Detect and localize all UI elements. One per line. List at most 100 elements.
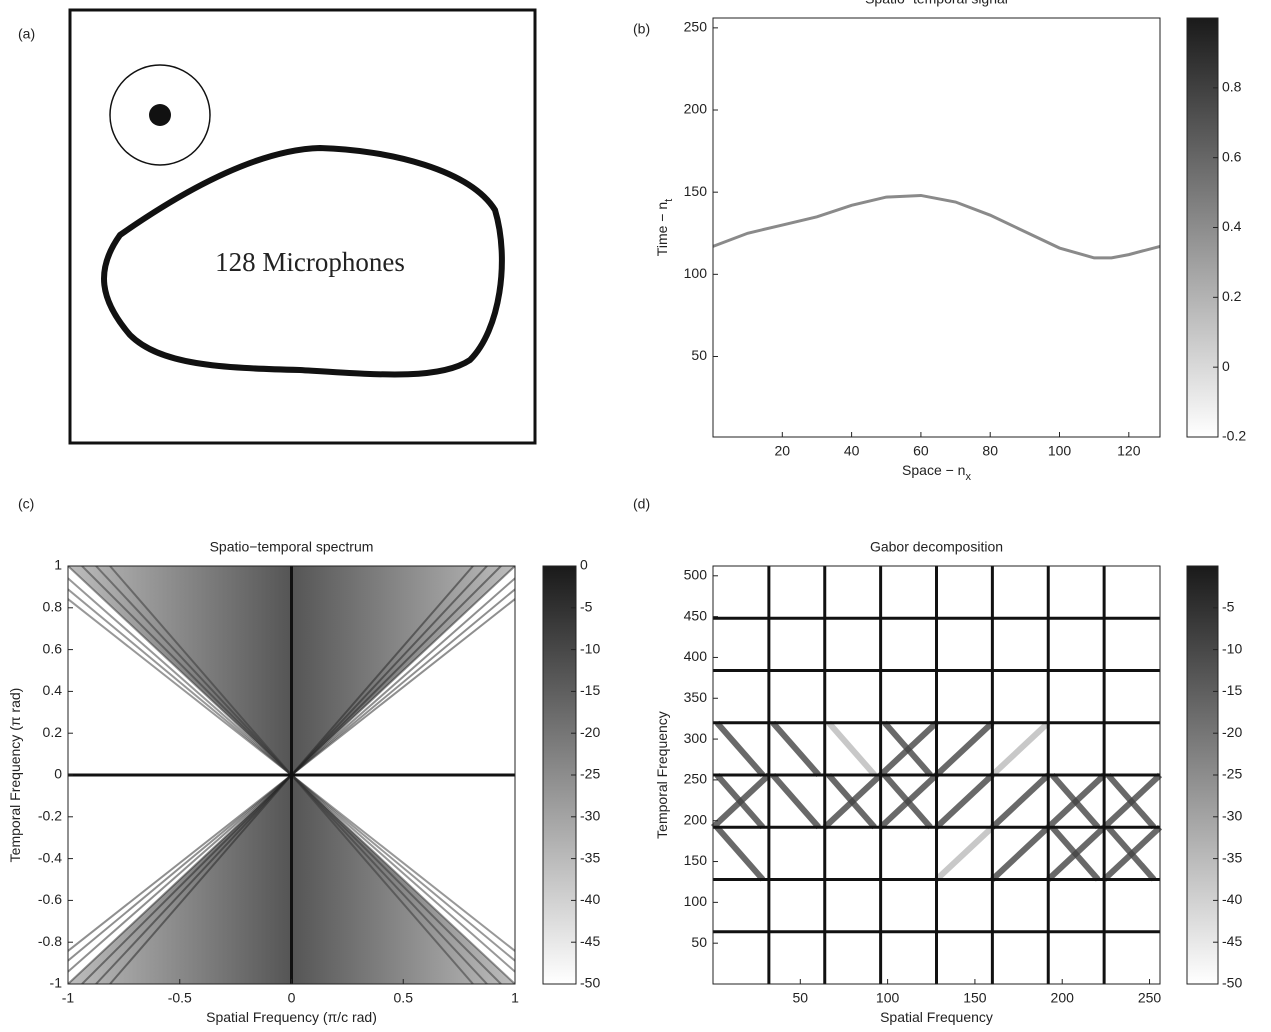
gabor-atom (770, 720, 822, 777)
spectrum-ridge (81, 566, 293, 776)
x-tick-label: 50 (793, 990, 809, 1006)
spectrum-ridge (290, 774, 515, 974)
y-tick-label: 1 (54, 557, 62, 573)
y-tick-label: 350 (684, 689, 708, 705)
y-tick-label: 100 (684, 265, 708, 281)
y-tick-label: 0.2 (43, 724, 63, 740)
y-tick-label: 0.4 (43, 682, 63, 698)
x-axis-label: Spatial Frequency (π/c rad) (206, 1009, 377, 1025)
gabor-atom (882, 720, 933, 777)
spectrum-ridge (290, 587, 515, 776)
colorbar (1186, 17, 1219, 438)
y-tick-label: -0.6 (38, 891, 62, 907)
gabor-atom (934, 720, 995, 778)
y-axis-label-main: Time − n (654, 202, 670, 256)
panel-label: (a) (18, 26, 35, 42)
spectrum-ridge (68, 566, 293, 776)
colorbar-tick-label: -0.2 (1222, 428, 1246, 444)
x-tick-label: 150 (963, 990, 987, 1006)
y-tick-label: 400 (684, 648, 708, 664)
gabor-atom (990, 720, 1051, 778)
chart-title: Gabor decomposition (870, 539, 1003, 555)
colorbar-tick-label: -20 (580, 724, 600, 740)
spectrum-ridge (290, 774, 515, 963)
colorbar-tick-label: 0.4 (1222, 218, 1242, 234)
x-axis-label-sub: x (965, 471, 971, 483)
colorbar (542, 565, 577, 985)
y-tick-label: 50 (691, 934, 707, 950)
colorbar-tick-label: -15 (1222, 682, 1242, 698)
y-tick-label: 250 (684, 771, 708, 787)
x-tick-label: 0.5 (394, 990, 414, 1006)
spectrum-ridge (290, 566, 515, 776)
chart-title: Spatio−temporal signal (865, 0, 1008, 7)
source-ring (109, 64, 211, 166)
spectrum-ridge (81, 774, 293, 984)
colorbar-tick-label: -50 (1222, 975, 1242, 991)
colorbar-tick-label: -10 (580, 640, 600, 656)
panel-label: (d) (633, 496, 650, 512)
spectrum-ridge (290, 597, 515, 776)
colorbar-tick-label: -25 (1222, 766, 1242, 782)
gabor-atom (934, 825, 995, 882)
y-tick-label: 300 (684, 730, 708, 746)
y-tick-label: 0.6 (43, 640, 63, 656)
spectrum-ridge (68, 597, 293, 776)
y-axis-label-main: Temporal Frequency (π rad) (7, 688, 23, 863)
colorbar-tick-label: -35 (1222, 849, 1242, 865)
spectrum-ridge (95, 774, 293, 984)
spectrum-ridge (68, 587, 293, 776)
y-axis-label-main: Temporal Frequency (654, 711, 670, 839)
y-tick-label: 250 (684, 19, 708, 35)
x-axis-label: Space − nx (902, 462, 971, 483)
x-tick-label: 250 (1138, 990, 1162, 1006)
plot-frame (712, 565, 1161, 985)
x-tick-label: 100 (1048, 443, 1072, 459)
y-axis-label-sub: t (663, 199, 675, 202)
colorbar-tick-label: -45 (1222, 933, 1242, 949)
spectrum-ridge (68, 774, 293, 974)
panel-a: (a) 128 Microphones (18, 8, 537, 445)
gabor-atom (990, 825, 1051, 882)
colorbar (1186, 565, 1219, 985)
colorbar-tick-label: -45 (580, 933, 600, 949)
gabor-atom (1049, 773, 1101, 830)
x-tick-label: 100 (876, 990, 900, 1006)
colorbar-tick-label: 0.6 (1222, 148, 1242, 164)
y-tick-label: -1 (50, 975, 63, 991)
x-tick-label: 200 (1051, 990, 1075, 1006)
colorbar-tick-label: -35 (580, 849, 600, 865)
source (149, 104, 171, 126)
x-tick-label: 0 (288, 990, 296, 1006)
y-tick-label: 100 (684, 893, 708, 909)
spectrum-ridge (68, 774, 293, 984)
x-tick-label: 80 (982, 443, 998, 459)
x-tick-label: 60 (913, 443, 929, 459)
spectrum-ridge (68, 774, 293, 953)
panel-label: (b) (633, 21, 650, 37)
gabor-atom (714, 773, 766, 830)
gabor-atom (714, 825, 766, 882)
y-tick-label: -0.2 (38, 808, 62, 824)
y-tick-label: 0 (54, 766, 62, 782)
chart-title: Spatio−temporal spectrum (210, 539, 374, 555)
y-axis-label: Temporal Frequency (654, 711, 670, 839)
x-tick-label: 1 (511, 990, 519, 1006)
x-axis-label-main: Space − n (902, 462, 965, 478)
y-tick-label: 200 (684, 811, 708, 827)
spectrum-ridge (290, 774, 488, 984)
spectrum-ridge (68, 576, 293, 776)
spectrum-ridge (290, 566, 502, 776)
colorbar-tick-label: 0.2 (1222, 288, 1242, 304)
colorbar-tick-label: -25 (580, 766, 600, 782)
y-tick-label: -0.4 (38, 849, 62, 865)
y-axis-label: Time − nt (654, 199, 675, 256)
array-label: 128 Microphones (215, 247, 405, 277)
signal-line (712, 193, 1161, 260)
spectrum-ridge (109, 774, 293, 984)
colorbar-tick-label: 0 (580, 557, 588, 573)
spectrum-ridge (290, 566, 488, 776)
colorbar-tick-label: -30 (1222, 808, 1242, 824)
spectrum-ridge (290, 576, 515, 776)
